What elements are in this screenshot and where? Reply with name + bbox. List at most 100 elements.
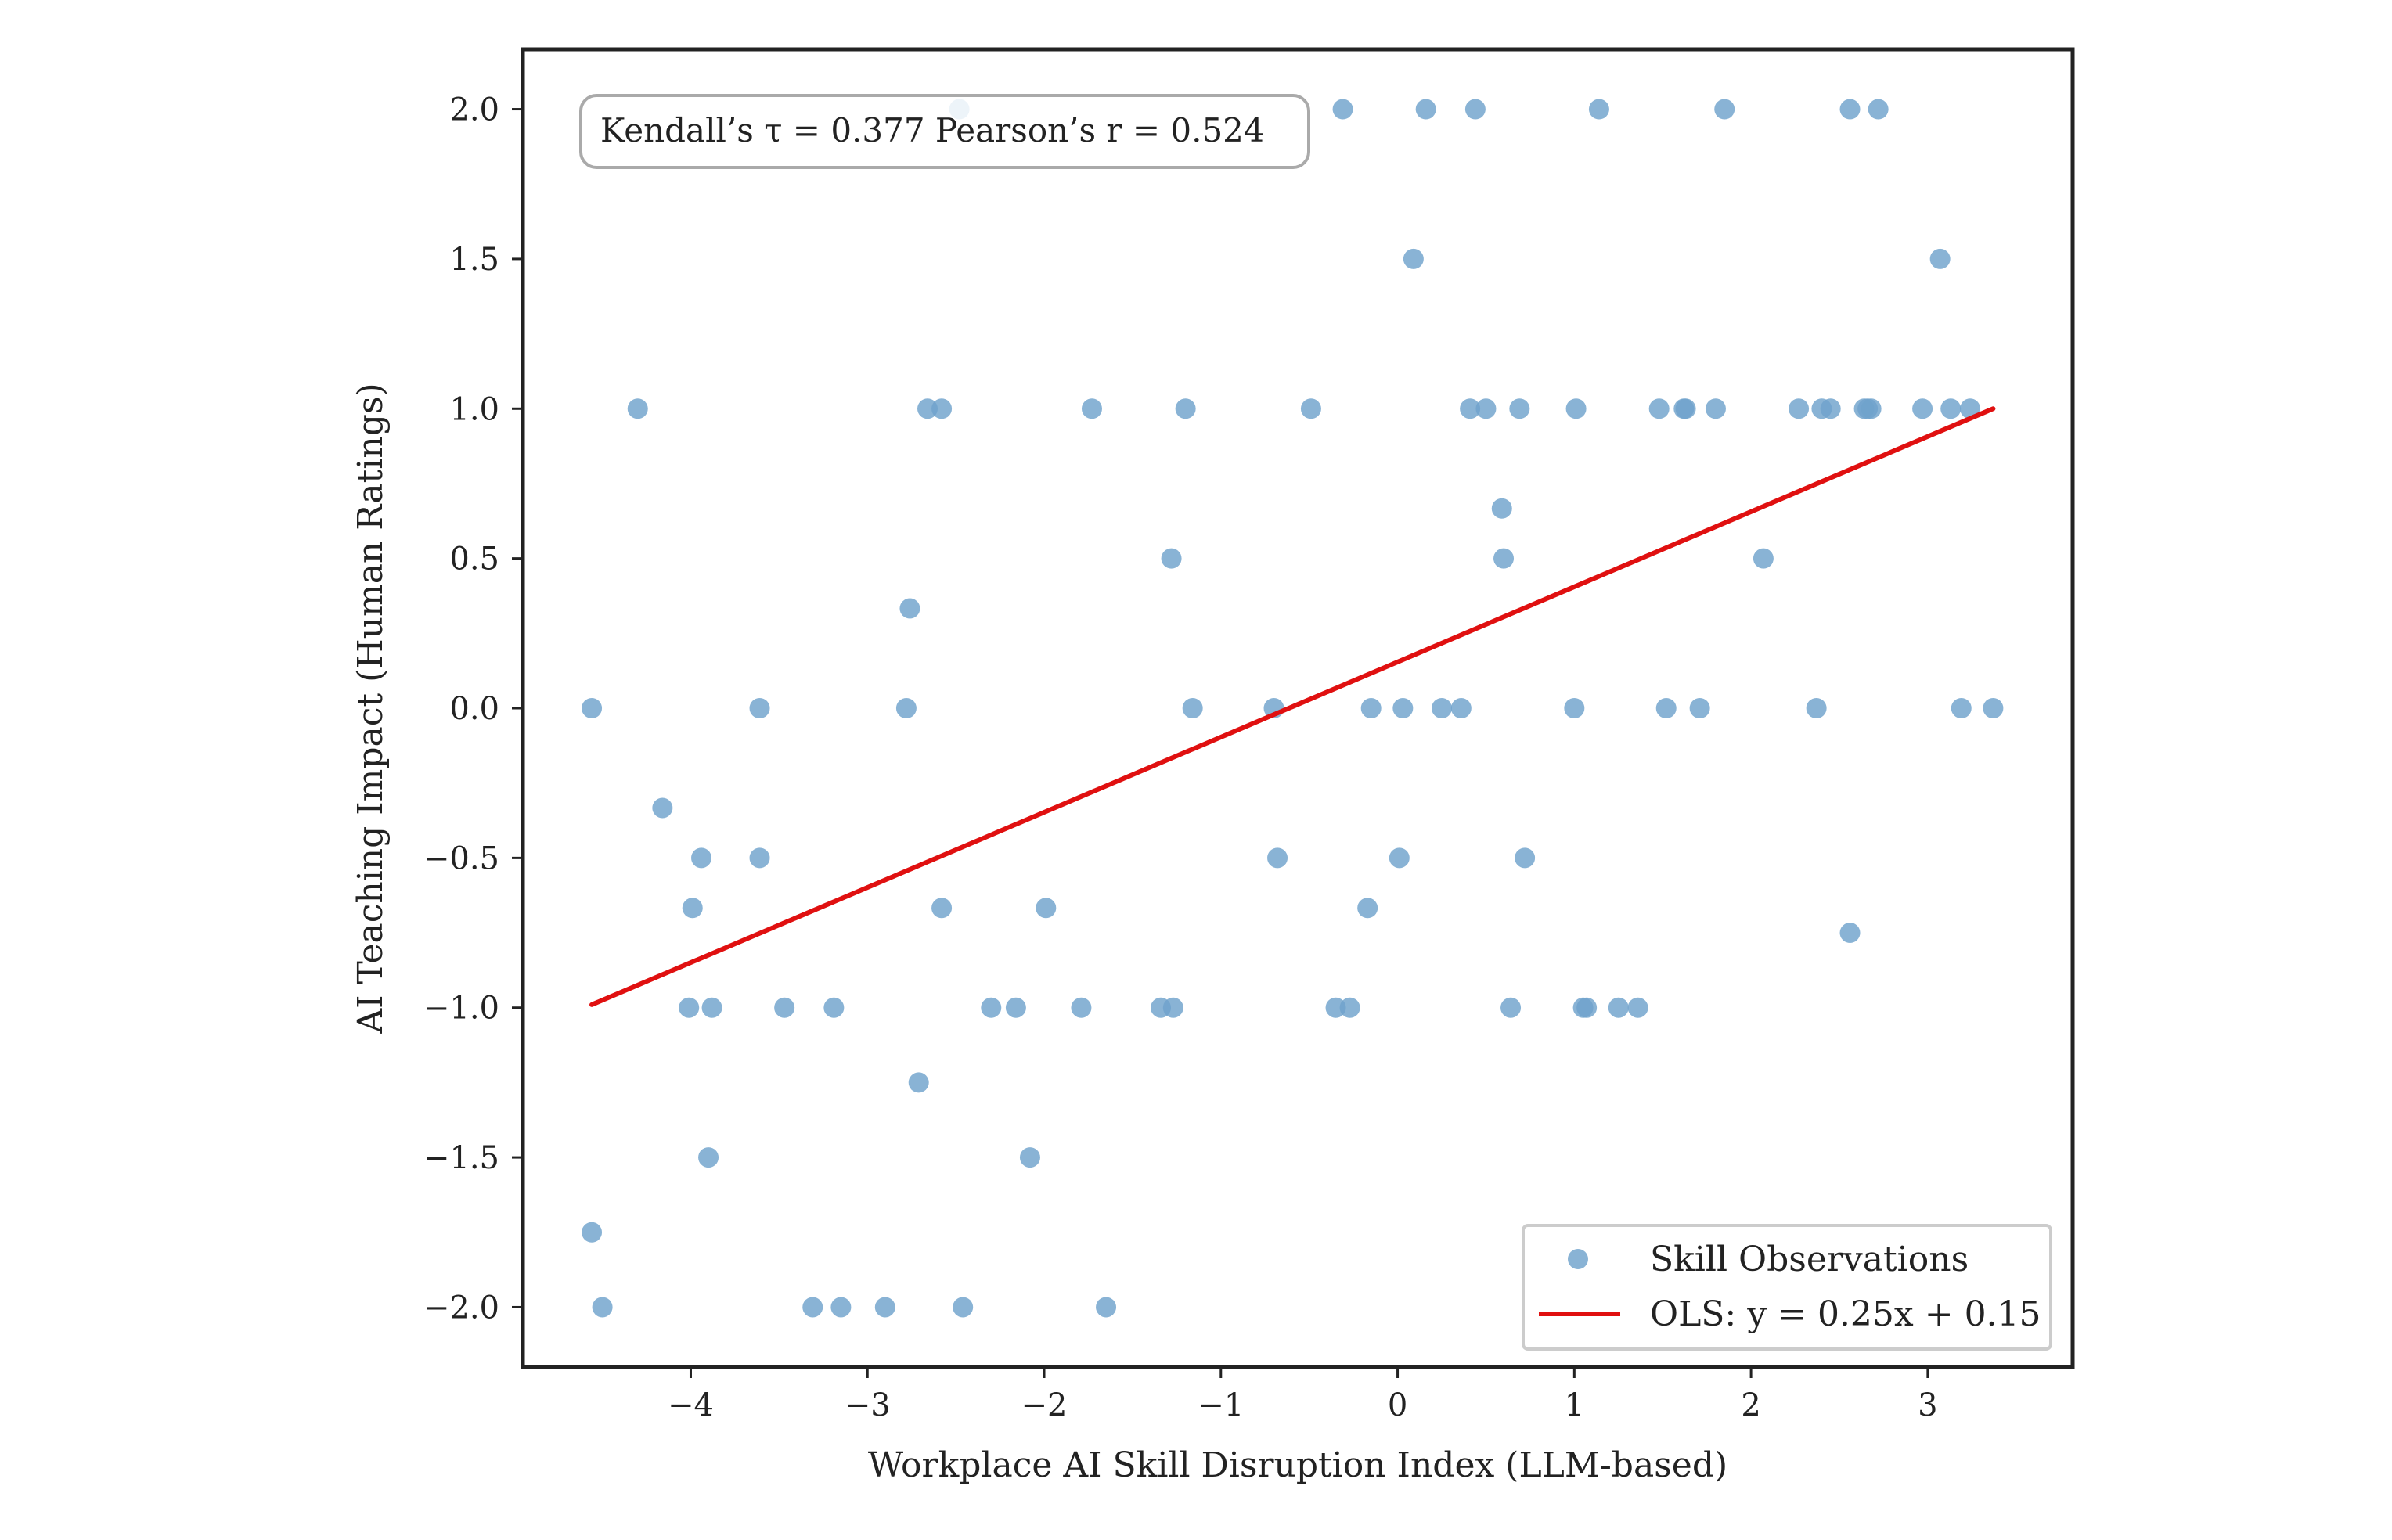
- y-tick-label: −0.5: [423, 840, 499, 876]
- scatter-point: [917, 398, 938, 419]
- scatter-point: [1565, 398, 1587, 419]
- scatter-point: [1940, 398, 1962, 419]
- scatter-point: [682, 898, 703, 919]
- scatter-point: [1332, 99, 1353, 120]
- scatter-point: [895, 698, 917, 718]
- scatter-point: [1705, 398, 1726, 419]
- scatter-point: [953, 1297, 974, 1318]
- scatter-point: [1608, 997, 1629, 1018]
- scatter-point: [679, 997, 700, 1018]
- y-axis-label: AI Teaching Impact (Human Ratings): [351, 383, 391, 1034]
- y-tick-label: 0.0: [449, 691, 499, 727]
- scatter-point: [1839, 923, 1861, 944]
- scatter-point: [1820, 398, 1841, 419]
- scatter-point: [1357, 898, 1378, 919]
- scatter-point: [1325, 997, 1346, 1018]
- scatter-point: [1162, 997, 1183, 1018]
- scatter-point: [908, 1072, 929, 1093]
- scatter-point: [1627, 997, 1648, 1018]
- x-tick-label: −2: [1021, 1387, 1068, 1423]
- scatter-point: [1806, 698, 1827, 718]
- scatter-point: [749, 847, 770, 869]
- annotation-box-frame: [579, 94, 1310, 169]
- scatter-point: [981, 997, 1002, 1018]
- scatter-point: [1753, 548, 1774, 569]
- scatter-point: [652, 797, 673, 819]
- scatter-point: [1096, 1297, 1117, 1318]
- scatter-point: [1450, 698, 1472, 718]
- scatter-point: [1071, 997, 1092, 1018]
- plot-frame: [521, 47, 2075, 1369]
- scatter-point: [830, 1297, 852, 1318]
- y-tick-label: −1.0: [423, 991, 499, 1027]
- x-axis-label: Workplace AI Skill Disruption Index (LLM…: [868, 1445, 1727, 1485]
- y-tick-label: 1.0: [449, 391, 499, 427]
- scatter-point: [1564, 698, 1585, 718]
- scatter-point: [1019, 1147, 1040, 1168]
- scatter-point: [1576, 997, 1598, 1018]
- scatter-point: [1983, 698, 2004, 718]
- scatter-point: [1491, 498, 1512, 519]
- scatter-point: [749, 698, 770, 718]
- scatter-point: [1360, 698, 1382, 718]
- regression-line-layer: [589, 406, 1996, 1007]
- scatter-point: [1005, 997, 1026, 1018]
- scatter-point: [1515, 847, 1536, 869]
- x-tick-label: −1: [1198, 1387, 1244, 1423]
- scatter-point: [1588, 99, 1609, 120]
- scatter-point: [1161, 548, 1182, 569]
- scatter-point: [1182, 698, 1203, 718]
- scatter-point: [1500, 997, 1522, 1018]
- y-tick-label: −2.0: [423, 1290, 499, 1326]
- scatter-point: [1655, 698, 1677, 718]
- scatter-point: [1339, 997, 1360, 1018]
- y-tick-label: 1.5: [449, 242, 499, 278]
- x-tick-label: 2: [1741, 1387, 1760, 1423]
- scatter-points: [582, 99, 2004, 1318]
- scatter-point: [1912, 398, 1933, 419]
- x-tick-label: 1: [1565, 1387, 1584, 1423]
- scatter-point: [1267, 847, 1288, 869]
- scatter-point: [1432, 698, 1453, 718]
- scatter-point: [823, 997, 845, 1018]
- y-tick-label: −1.5: [423, 1140, 499, 1176]
- scatter-point: [698, 1147, 719, 1168]
- legend-frame: [1522, 1224, 2052, 1351]
- axis-ticks: −4 −3 −2 −1 0 1 2 3 −2.0 −1.5 −1.0 −0.5 0.0 0.5 1.0 1.5…: [423, 92, 1938, 1423]
- scatter-point: [931, 898, 953, 919]
- scatter-point: [627, 398, 648, 419]
- scatter-point: [1789, 398, 1810, 419]
- scatter-point: [1509, 398, 1530, 419]
- scatter-point: [1460, 398, 1481, 419]
- correlation-annotation: Kendall’s τ = 0.377 Pearson’s r = 0.524: [579, 94, 1310, 169]
- y-tick-label: 0.5: [449, 542, 499, 578]
- scatter-point: [1648, 398, 1670, 419]
- ols-regression-line: [589, 406, 1996, 1007]
- scatter-point: [1929, 248, 1951, 269]
- scatter-point: [1675, 398, 1696, 419]
- scatter-point: [582, 698, 603, 718]
- legend-marker-skill-observations: [1568, 1249, 1588, 1269]
- scatter-point: [1175, 398, 1196, 419]
- legend: Skill Observations OLS: y = 0.25x + 0.15: [1522, 1224, 2052, 1351]
- scatter-point: [592, 1297, 613, 1318]
- scatter-point: [1714, 99, 1735, 120]
- scatter-point: [1689, 698, 1710, 718]
- scatter-point: [1861, 398, 1882, 419]
- scatter-point: [931, 398, 953, 419]
- scatter-point: [874, 1297, 895, 1318]
- x-tick-label: −3: [845, 1387, 891, 1423]
- correlation-annotation-text: Kendall’s τ = 0.377 Pearson’s r = 0.524: [600, 111, 1265, 149]
- scatter-point: [1493, 548, 1515, 569]
- scatter-point: [1389, 847, 1410, 869]
- scatter-point: [1475, 398, 1497, 419]
- scatter-point: [774, 997, 795, 1018]
- legend-label-ols: OLS: y = 0.25x + 0.15: [1650, 1294, 2041, 1334]
- scatter-point: [1868, 99, 1889, 120]
- scatter-point: [582, 1222, 603, 1243]
- scatter-point: [802, 1297, 823, 1318]
- scatter-point: [1300, 398, 1321, 419]
- scatter-point: [899, 598, 920, 619]
- legend-label-skill-observations: Skill Observations: [1650, 1240, 1969, 1279]
